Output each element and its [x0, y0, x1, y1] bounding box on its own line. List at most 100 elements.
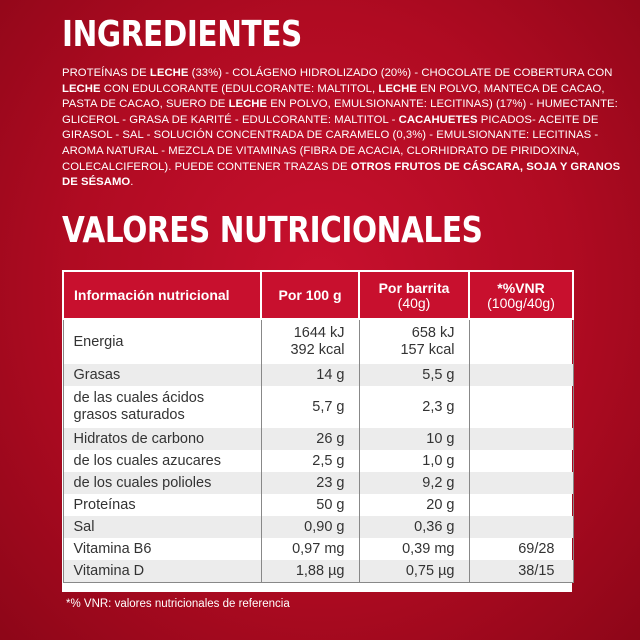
- ingredient-text-segment: (33%) - COLÁGENO HIDROLIZADO (20%) - CHO…: [188, 67, 613, 79]
- nutrient-name: de las cuales ácidos grasos saturados: [62, 386, 262, 428]
- nutrient-name: Hidratos de carbono: [62, 428, 262, 450]
- value-vnr: [468, 450, 574, 472]
- table-row: Vitamina D 1,88 µg 0,75 µg 38/15: [62, 560, 574, 583]
- ingredients-text: PROTEÍNAS DE LECHE (33%) - COLÁGENO HIDR…: [62, 66, 622, 191]
- value-per-bar: 10 g: [358, 428, 470, 450]
- value-per-100g: 2,5 g: [260, 450, 360, 472]
- table-row: Sal 0,90 g 0,36 g: [62, 516, 574, 538]
- nutrient-name: de los cuales azucares: [62, 450, 262, 472]
- value-per-100g: 0,90 g: [260, 516, 360, 538]
- header-vnr-label: *%VNR: [497, 279, 545, 296]
- value-per-bar: 1,0 g: [358, 450, 470, 472]
- value-per-bar-line: 1,0 g: [422, 452, 455, 469]
- nutrient-name-line: Energia: [73, 333, 124, 350]
- nutrient-name-line: Hidratos de carbono: [73, 430, 205, 447]
- value-vnr: [468, 428, 574, 450]
- value-per-100g: 14 g: [260, 364, 360, 386]
- header-per-100g: Por 100 g: [260, 270, 360, 320]
- nutrient-name: de los cuales polioles: [62, 472, 262, 494]
- footnote: *% VNR: valores nutricionales de referen…: [66, 598, 290, 610]
- header-nutritional-info: Información nutricional: [62, 270, 262, 320]
- nutrient-name-line: Vitamina B6: [73, 540, 152, 557]
- value-per-100g: 1,88 µg: [260, 560, 360, 583]
- ingredient-text-segment: EN POLVO, MANTECA DE CACAO, PASTA DE CAC…: [62, 82, 605, 111]
- allergen-highlight: LECHE: [62, 82, 101, 95]
- value-per-100g: 50 g: [260, 494, 360, 516]
- ingredient-text-segment: CON EDULCORANTE (EDULCORANTE: MALTITOL,: [100, 82, 379, 95]
- header-per-bar-weight: (40g): [397, 294, 431, 311]
- value-per-bar: 5,5 g: [358, 364, 470, 386]
- allergen-highlight: CACAHUETES: [398, 113, 478, 126]
- nutrient-name: Vitamina D: [62, 560, 262, 583]
- table-row: de las cuales ácidos grasos saturados 5,7 …: [62, 386, 574, 428]
- value-per-bar-line: 2,3 g: [422, 398, 455, 415]
- table-row: de los cuales azucares 2,5 g 1,0 g: [62, 450, 574, 472]
- table-header-row: Información nutricional Por 100 g Por ba…: [62, 270, 574, 320]
- ingredient-text-segment: .: [130, 176, 134, 189]
- header-per-bar-label: Por barrita: [378, 279, 450, 296]
- value-per-bar: 0,75 µg: [358, 560, 470, 583]
- nutrient-name: Vitamina B6: [62, 538, 262, 560]
- value-per-bar: 20 g: [358, 494, 470, 516]
- value-per-bar-line: 10 g: [426, 430, 455, 447]
- table-row: Hidratos de carbono 26 g 10 g: [62, 428, 574, 450]
- value-per-bar-line: 0,36 g: [414, 518, 455, 535]
- value-per-100g-line: 0,97 mg: [292, 540, 345, 557]
- table-row: Vitamina B6 0,97 mg 0,39 mg 69/28: [62, 538, 574, 560]
- value-vnr: [468, 516, 574, 538]
- table-row: Proteínas 50 g 20 g: [62, 494, 574, 516]
- nutrient-name-line: Sal: [73, 518, 95, 535]
- nutrient-name: Grasas: [62, 364, 262, 386]
- allergen-highlight: LECHE: [149, 67, 189, 79]
- nutrient-name-line: de los cuales azucares: [73, 452, 222, 469]
- value-per-100g: 1644 kJ 392 kcal: [260, 319, 360, 364]
- value-per-100g-line: 26 g: [316, 430, 345, 447]
- value-per-100g-line: 14 g: [316, 366, 345, 383]
- value-per-bar-line: 9,2 g: [422, 474, 455, 491]
- value-per-bar-line: 0,39 mg: [402, 540, 455, 557]
- value-vnr: [468, 386, 574, 428]
- value-per-100g-line: 23 g: [316, 474, 345, 491]
- value-per-bar: 0,39 mg: [358, 538, 470, 560]
- ingredient-text-segment: PROTEÍNAS DE: [62, 67, 150, 79]
- nutrient-name-line: de los cuales polioles: [73, 474, 212, 491]
- allergen-highlight: OTROS FRUTOS DE CÁSCARA, SOJA Y GRANOS D…: [62, 160, 621, 189]
- allergen-highlight: LECHE: [228, 98, 268, 111]
- nutrient-name: Proteínas: [62, 494, 262, 516]
- nutrient-name-line: grasos saturados: [73, 407, 185, 423]
- value-per-bar: 0,36 g: [358, 516, 470, 538]
- value-vnr: [468, 472, 574, 494]
- table-row: Grasas 14 g 5,5 g: [62, 364, 574, 386]
- value-vnr: 38/15: [468, 560, 574, 583]
- value-per-bar-line: 20 g: [426, 496, 455, 513]
- value-per-100g-line: 392 kcal: [290, 342, 345, 358]
- value-per-100g-line: 50 g: [316, 496, 345, 513]
- value-vnr: 69/28: [468, 538, 574, 560]
- value-per-100g-line: 2,5 g: [312, 452, 345, 469]
- value-per-100g-line: 5,7 g: [312, 398, 345, 415]
- value-per-bar-line: 0,75 µg: [405, 562, 455, 579]
- nutrient-name-line: Proteínas: [73, 496, 136, 513]
- value-per-bar: 9,2 g: [358, 472, 470, 494]
- table-body: Energia 1644 kJ 392 kcal 658 kJ 157 kcal Gras…: [62, 319, 574, 583]
- header-vnr-basis: (100g/40g): [487, 294, 555, 311]
- value-per-100g-line: 1644 kJ: [293, 325, 345, 341]
- value-per-100g: 23 g: [260, 472, 360, 494]
- value-per-100g: 0,97 mg: [260, 538, 360, 560]
- value-per-bar: 658 kJ 157 kcal: [358, 319, 470, 364]
- value-per-100g: 5,7 g: [260, 386, 360, 428]
- value-per-bar-line: 157 kcal: [400, 342, 455, 358]
- nutrient-name-line: Grasas: [73, 366, 121, 383]
- nutrition-table: Información nutricional Por 100 g Por ba…: [62, 270, 574, 583]
- nutrient-name-line: Vitamina D: [73, 562, 145, 579]
- value-per-bar-line: 658 kJ: [411, 325, 455, 341]
- value-per-bar-line: 5,5 g: [422, 366, 455, 383]
- value-per-100g-line: 0,90 g: [304, 518, 345, 535]
- header-vnr: *%VNR (100g/40g): [468, 270, 574, 320]
- allergen-highlight: LECHE: [378, 82, 417, 95]
- ingredient-text-segment: EN POLVO, EMULSIONANTE: LECITINAS) (17%)…: [62, 98, 618, 126]
- table-row: de los cuales polioles 23 g 9,2 g: [62, 472, 574, 494]
- nutrient-name: Sal: [62, 516, 262, 538]
- value-vnr: [468, 364, 574, 386]
- value-per-100g: 26 g: [260, 428, 360, 450]
